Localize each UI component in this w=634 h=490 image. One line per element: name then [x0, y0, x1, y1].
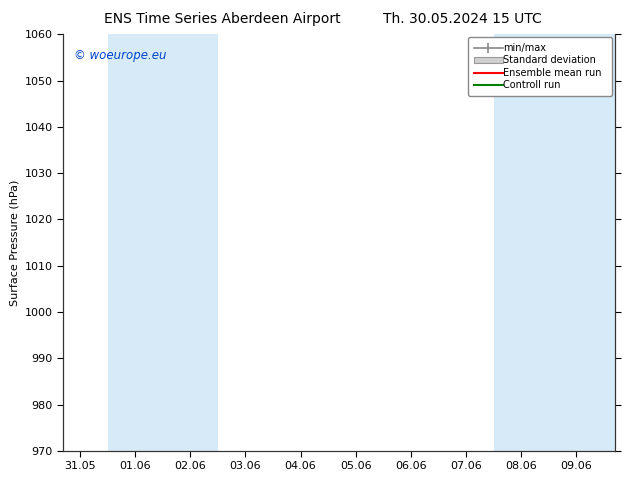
Legend: min/max, Standard deviation, Ensemble mean run, Controll run: min/max, Standard deviation, Ensemble me…	[468, 37, 612, 96]
Text: © woeurope.eu: © woeurope.eu	[74, 49, 167, 62]
Bar	[494, 34, 615, 451]
Text: ENS Time Series Aberdeen Airport: ENS Time Series Aberdeen Airport	[103, 12, 340, 26]
Text: Th. 30.05.2024 15 UTC: Th. 30.05.2024 15 UTC	[384, 12, 542, 26]
Bar	[108, 34, 218, 451]
Y-axis label: Surface Pressure (hPa): Surface Pressure (hPa)	[10, 179, 19, 306]
